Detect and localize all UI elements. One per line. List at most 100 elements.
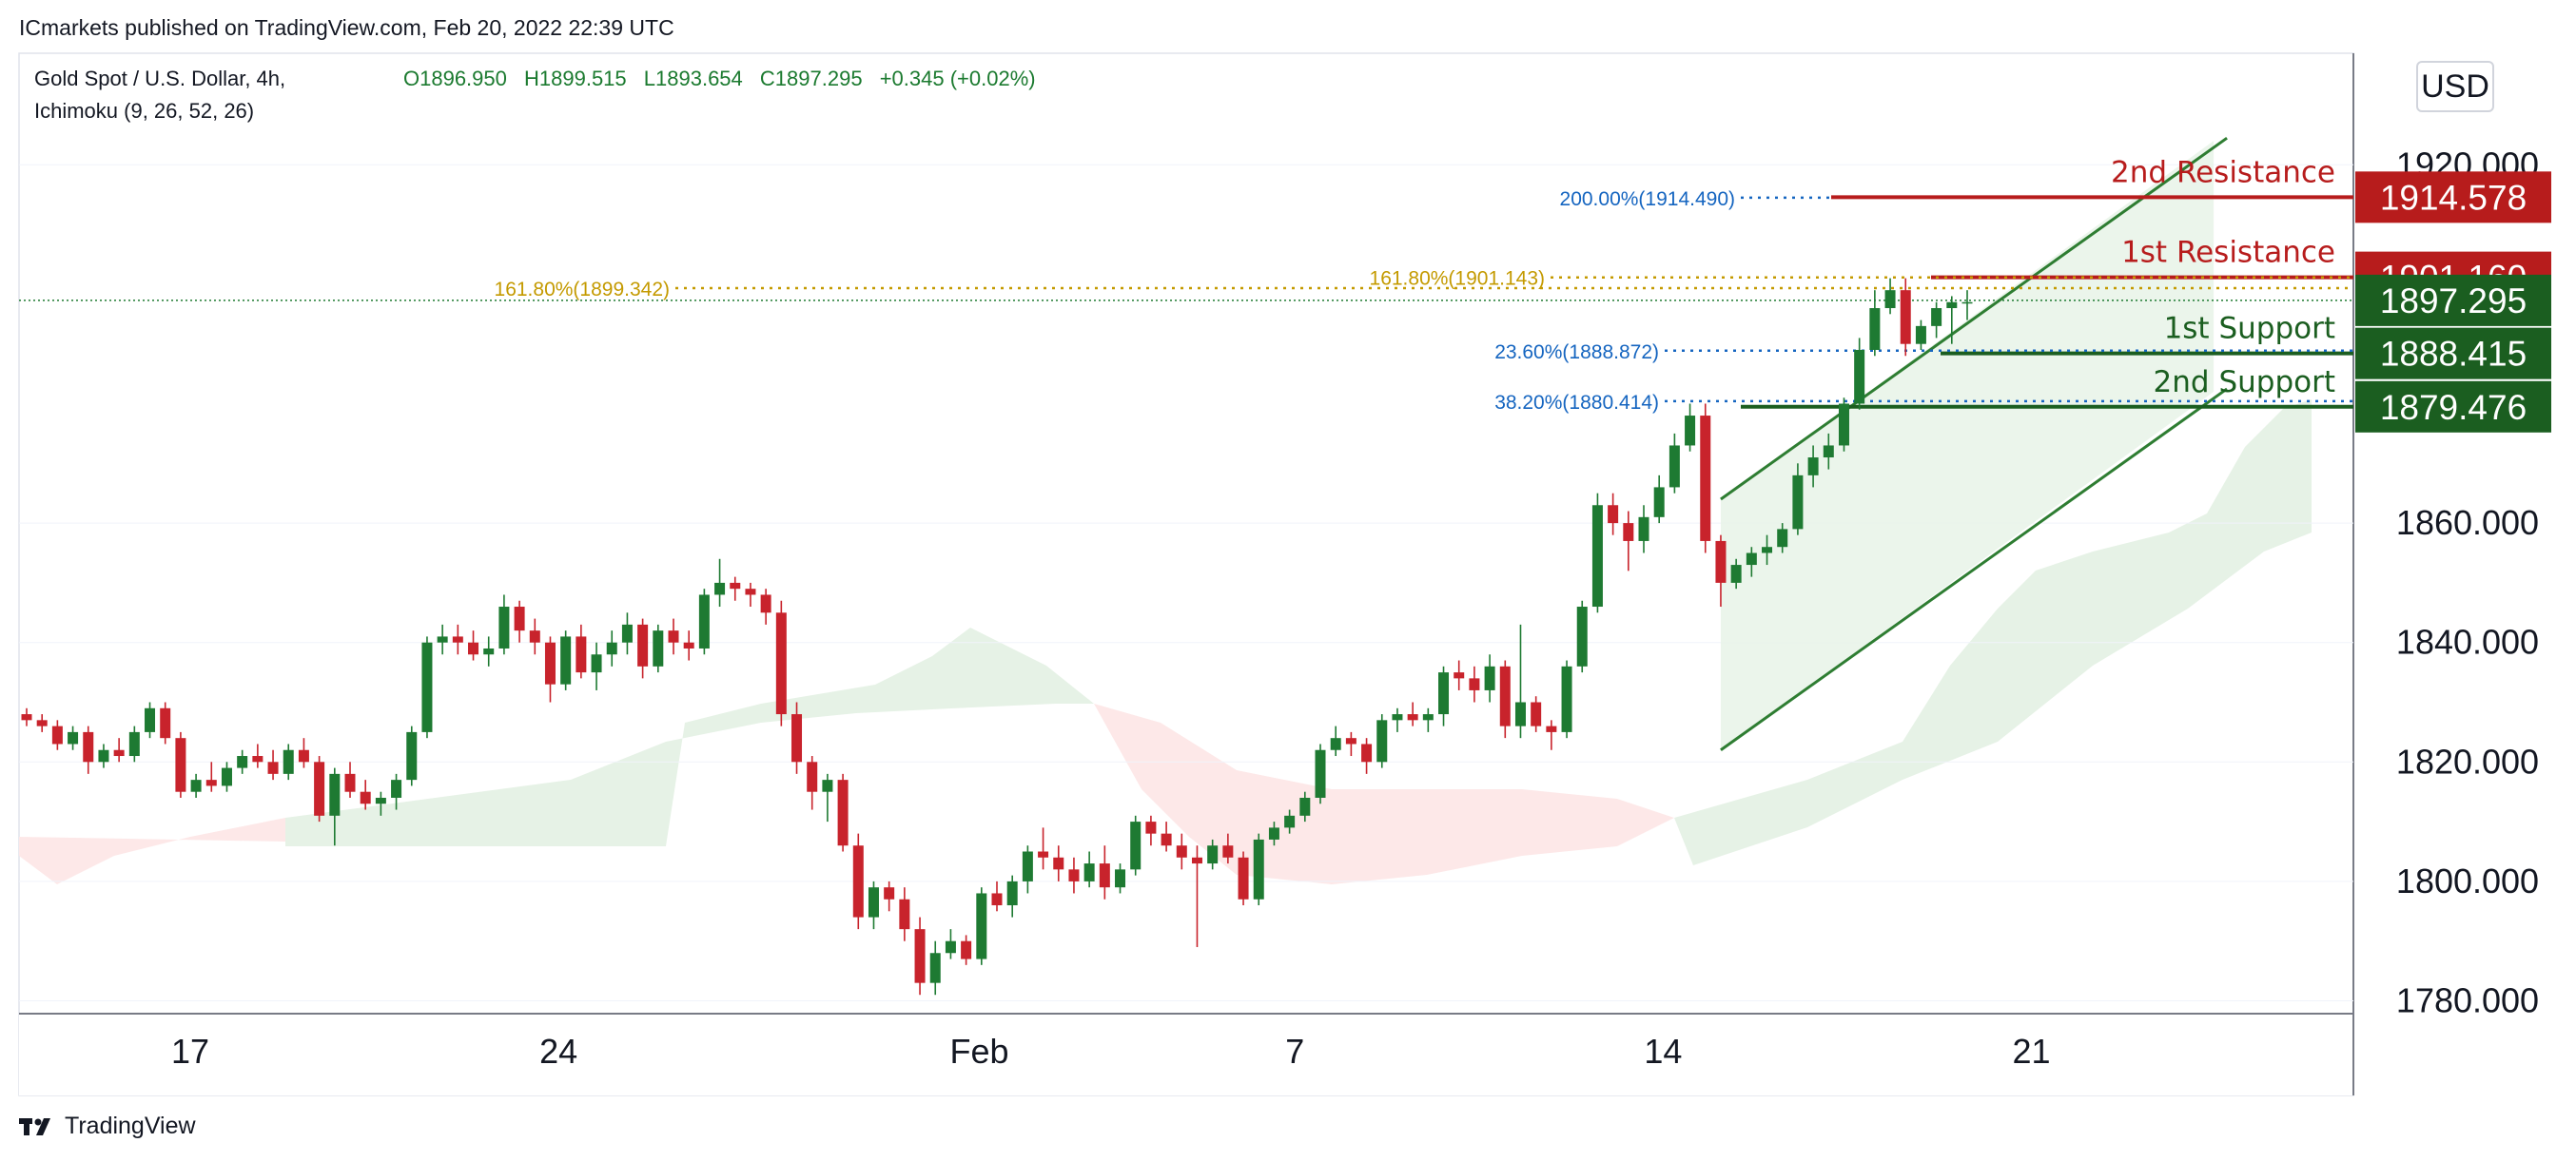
y-tick-label: 1780.000	[2396, 981, 2539, 1020]
candle-body	[1700, 416, 1711, 541]
candle-body	[1469, 678, 1480, 690]
candle-body	[1176, 845, 1187, 858]
candle-body	[1900, 290, 1911, 344]
candle-body	[683, 642, 694, 649]
candle-body	[1115, 869, 1126, 888]
candle-body	[745, 589, 756, 595]
candle-body	[1807, 457, 1819, 475]
candle-body	[391, 780, 402, 798]
candle-body	[1514, 702, 1526, 726]
candle-body	[1222, 845, 1234, 858]
channel-lower-line	[1720, 387, 2228, 751]
candle-body	[807, 762, 818, 792]
fib-label: 161.80%(1899.342)	[495, 279, 670, 300]
candle-body	[329, 773, 341, 816]
candle-body	[128, 731, 140, 757]
candle-body	[437, 636, 448, 643]
candle-body	[1854, 349, 1865, 404]
fib-label: 200.00%(1914.490)	[1560, 188, 1735, 210]
candle-body	[483, 648, 495, 655]
level-name-label: 2nd Support	[2154, 365, 2335, 399]
candle-body	[267, 762, 279, 774]
candle-body	[1484, 666, 1495, 690]
candle-body	[1638, 516, 1649, 541]
candle-body	[1946, 301, 1958, 309]
candle-body	[1330, 738, 1341, 750]
candle-body	[668, 630, 679, 643]
x-axis-band[interactable]	[19, 1014, 2353, 1095]
candle-body	[822, 780, 833, 792]
candle-body	[1823, 445, 1834, 458]
x-tick-label: 14	[1644, 1032, 1682, 1071]
ohlc-low: L1893.654	[643, 67, 743, 90]
candle-body	[775, 612, 787, 715]
candle-body	[205, 780, 217, 786]
candle-body	[621, 624, 633, 643]
candle-body	[498, 607, 510, 649]
candle-body	[1022, 851, 1033, 881]
candle-body	[1915, 325, 1926, 344]
y-tick-label: 1820.000	[2396, 742, 2539, 781]
candle-body	[1884, 290, 1896, 309]
candle-body	[1376, 720, 1388, 763]
candle-body	[1869, 308, 1881, 350]
candle-body	[1284, 815, 1296, 828]
candle-body	[1238, 857, 1249, 900]
candle-body	[1207, 845, 1219, 864]
indicator-title[interactable]: Ichimoku (9, 26, 52, 26)	[34, 99, 255, 123]
x-tick-label: 7	[1285, 1032, 1304, 1071]
candle-body	[560, 636, 572, 685]
candle-body	[1591, 505, 1603, 608]
candle-body	[298, 749, 309, 763]
candle-body	[1268, 827, 1279, 840]
candle-body	[1407, 714, 1418, 721]
tradingview-logo-icon	[19, 1117, 50, 1135]
candle-body	[1161, 833, 1172, 846]
ohlc-close: C1897.295	[759, 67, 863, 90]
candle-body	[1053, 857, 1064, 870]
candle-body	[529, 630, 540, 643]
price-badge	[2355, 380, 2551, 433]
x-axis-labels: 17 24 Feb 7 14 21	[171, 1032, 2051, 1071]
symbol-title[interactable]: Gold Spot / U.S. Dollar, 4h,	[34, 67, 286, 90]
candle-body	[1546, 726, 1557, 732]
candle-body	[468, 642, 479, 655]
candle-body	[1715, 540, 1727, 583]
fib-label: 23.60%(1888.872)	[1494, 341, 1659, 363]
candle-body	[606, 642, 617, 655]
y-axis-labels: 1780.000 1800.000 1820.000 1840.000 1860.000…	[2396, 145, 2539, 1019]
candle-body	[68, 731, 79, 745]
candle-body	[714, 582, 726, 595]
price-badge-label: 1879.476	[2380, 388, 2527, 427]
publisher-line: ICmarkets published on TradingView.com, …	[19, 15, 674, 40]
candle-body	[791, 714, 803, 763]
candle-body	[698, 594, 710, 649]
price-badge	[2355, 327, 2551, 379]
price-badge-label: 1897.295	[2380, 281, 2527, 320]
candle-body	[1669, 445, 1680, 488]
candle-body	[591, 654, 602, 673]
level-name-label: 1st Resistance	[2121, 236, 2335, 270]
candle-body	[914, 929, 926, 983]
candle-body	[283, 749, 294, 774]
currency-button[interactable]: USD	[2416, 61, 2494, 112]
y-tick-label: 1840.000	[2396, 623, 2539, 662]
candle-body	[760, 594, 771, 613]
candle-body	[1191, 857, 1202, 864]
candle-body	[945, 940, 956, 954]
candle-body	[991, 893, 1003, 906]
cloud-green-segment-1	[285, 628, 1094, 846]
candle-body	[1961, 301, 1973, 304]
tradingview-footer[interactable]: TradingView	[19, 1113, 196, 1140]
candle-body	[221, 767, 232, 786]
candle-body	[1730, 565, 1742, 583]
candle-body	[190, 780, 202, 792]
candle-body	[929, 953, 941, 983]
candle-body	[730, 582, 741, 590]
candle-body	[976, 893, 987, 959]
candle-body	[145, 707, 156, 732]
price-badge-label: 1914.578	[2380, 178, 2527, 217]
candle-body	[1315, 749, 1326, 798]
